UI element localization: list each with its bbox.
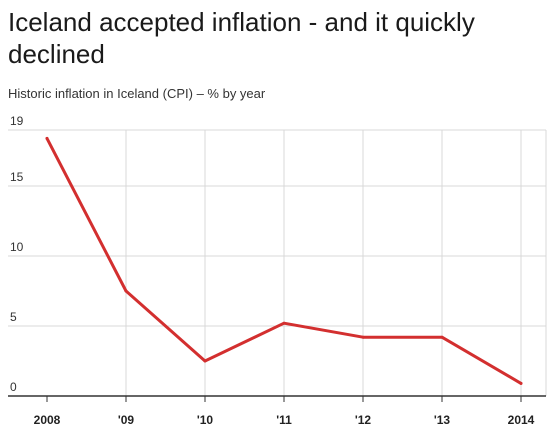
data-point: [282, 321, 286, 325]
x-tick-label: 2008: [34, 413, 61, 427]
data-point: [440, 335, 444, 339]
data-point: [519, 381, 523, 385]
chart-title: Iceland accepted inflation - and it quic…: [8, 7, 475, 69]
x-tick-label: '12: [355, 413, 372, 427]
y-tick-label: 10: [10, 240, 24, 254]
chart-subtitle: Historic inflation in Iceland (CPI) – % …: [8, 86, 266, 101]
y-tick-label: 5: [10, 310, 17, 324]
y-tick-label: 19: [10, 114, 24, 128]
data-point: [361, 335, 365, 339]
x-tick-label: '09: [118, 413, 135, 427]
y-tick-label: 15: [10, 170, 24, 184]
data-point: [203, 359, 207, 363]
data-point: [45, 136, 49, 140]
data-point: [124, 289, 128, 293]
x-tick-label: 2014: [508, 413, 535, 427]
y-tick-label: 0: [10, 380, 17, 394]
x-tick-label: '11: [276, 413, 292, 427]
x-tick-label: '10: [197, 413, 214, 427]
x-tick-label: '13: [434, 413, 451, 427]
